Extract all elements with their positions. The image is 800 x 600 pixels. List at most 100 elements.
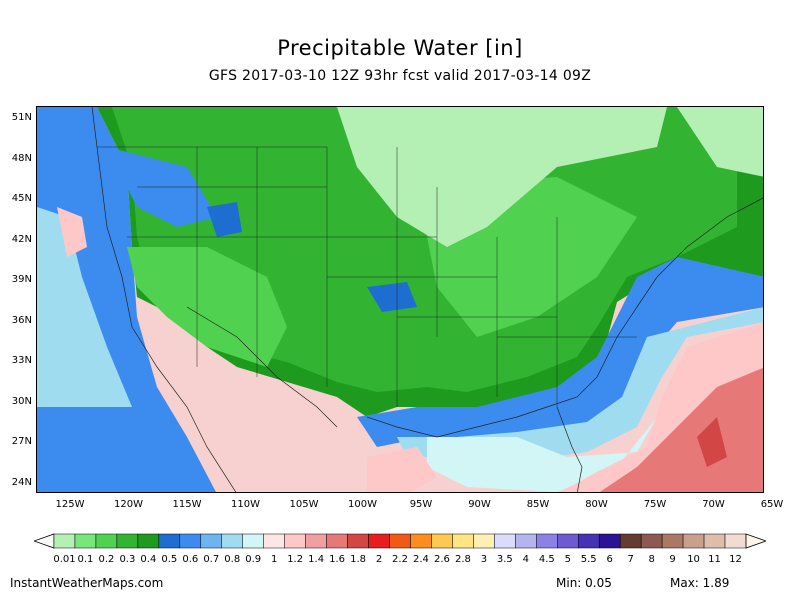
field-pacific-lightblue bbox=[37, 207, 132, 407]
lon-label: 100W bbox=[348, 499, 377, 510]
lon-label: 120W bbox=[114, 499, 143, 510]
colorbar-tick-label: 5.5 bbox=[580, 554, 597, 565]
colorbar-tick-label: 1.8 bbox=[350, 554, 366, 565]
lat-label: 39N bbox=[11, 274, 32, 285]
colorbar-tick-label: 2.8 bbox=[454, 554, 471, 565]
lon-label: 85W bbox=[526, 499, 550, 510]
max-value: Max: 1.89 bbox=[670, 576, 730, 590]
colorbar bbox=[34, 533, 766, 549]
colorbar-swatch bbox=[158, 533, 181, 549]
colorbar-tick-label: 10 bbox=[687, 554, 700, 565]
lon-label: 95W bbox=[409, 499, 433, 510]
colorbar-swatch bbox=[598, 533, 621, 549]
map-canvas bbox=[37, 107, 763, 492]
lat-label: 51N bbox=[11, 112, 32, 123]
field-plains-blue bbox=[367, 282, 417, 312]
colorbar-tick-label: 3.5 bbox=[496, 554, 513, 565]
colorbar-tick-label: 0.3 bbox=[119, 554, 136, 565]
colorbar-swatch bbox=[661, 533, 684, 549]
colorbar-tick-label: 2.2 bbox=[392, 554, 408, 565]
colorbar-tick-label: 4 bbox=[522, 554, 529, 565]
colorbar-swatch bbox=[410, 533, 432, 549]
colorbar-swatch bbox=[431, 533, 453, 549]
map-subtitle: GFS 2017-03-10 12Z 93hr fcst valid 2017-… bbox=[208, 68, 592, 84]
colorbar-tick-label: 0.9 bbox=[245, 554, 262, 565]
lon-label: 75W bbox=[643, 499, 667, 510]
colorbar-tick-label: 12 bbox=[729, 554, 742, 565]
site-credit: InstantWeatherMaps.com bbox=[10, 576, 164, 590]
colorbar-swatch bbox=[515, 533, 537, 549]
precipitable-water-map bbox=[36, 106, 764, 493]
colorbar-tick-label: 0.2 bbox=[98, 554, 115, 565]
lon-label: 105W bbox=[289, 499, 319, 510]
colorbar-tick-label: 2 bbox=[375, 554, 383, 565]
colorbar-swatch bbox=[242, 533, 264, 549]
colorbar-swatch bbox=[682, 533, 705, 549]
colorbar-tick-label: 0.5 bbox=[161, 554, 178, 565]
colorbar-swatch bbox=[53, 533, 76, 549]
colorbar-swatch bbox=[494, 533, 516, 549]
colorbar-tick-label: 6 bbox=[606, 554, 613, 565]
colorbar-left-end bbox=[34, 533, 55, 549]
colorbar-tick-label: 2.4 bbox=[413, 554, 429, 565]
colorbar-tick-label: 8 bbox=[648, 554, 655, 565]
colorbar-swatch bbox=[116, 533, 139, 549]
colorbar-tick-label: 7 bbox=[627, 554, 634, 565]
state-borders bbox=[97, 146, 637, 407]
colorbar-swatch bbox=[473, 533, 495, 549]
colorbar-swatch bbox=[200, 533, 223, 549]
lon-label: 70W bbox=[702, 499, 725, 510]
colorbar-swatch bbox=[137, 533, 160, 549]
colorbar-swatch bbox=[95, 533, 118, 549]
colorbar-swatch bbox=[347, 533, 369, 549]
field-northeast-lightgreen bbox=[677, 107, 763, 177]
colorbar-swatch bbox=[724, 533, 747, 549]
lat-label: 45N bbox=[11, 193, 32, 204]
coastlines bbox=[91, 107, 763, 492]
colorbar-swatch bbox=[305, 533, 327, 549]
colorbar-swatch bbox=[326, 533, 348, 549]
colorbar-tick-label: 3 bbox=[480, 554, 488, 565]
lon-label: 125W bbox=[55, 499, 85, 510]
colorbar-tick-label: 0.4 bbox=[140, 554, 157, 565]
colorbar-tick-label: 1.2 bbox=[287, 554, 304, 565]
colorbar-swatch bbox=[284, 533, 306, 549]
colorbar-tick-label: 2.6 bbox=[433, 554, 450, 565]
colorbar-swatch bbox=[640, 533, 663, 549]
colorbar-tick-label: 5 bbox=[564, 554, 571, 565]
colorbar-swatch bbox=[619, 533, 642, 549]
field-atlantic-darkred bbox=[697, 417, 727, 467]
lat-label: 36N bbox=[11, 314, 32, 326]
colorbar-tick-label: 11 bbox=[708, 554, 721, 565]
colorbar-swatch bbox=[179, 533, 202, 549]
lon-label: 115W bbox=[172, 499, 202, 510]
colorbar-swatch bbox=[577, 533, 600, 549]
field-west-midgreen bbox=[127, 247, 287, 367]
lat-label: 30N bbox=[11, 395, 32, 407]
colorbar-swatch bbox=[74, 533, 97, 549]
field-gulf-pink bbox=[367, 447, 437, 492]
min-value: Min: 0.05 bbox=[556, 576, 612, 590]
lat-label: 27N bbox=[11, 436, 32, 447]
lon-label: 90W bbox=[468, 499, 491, 510]
colorbar-tick-label: 4.5 bbox=[538, 554, 555, 565]
colorbar-swatch bbox=[452, 533, 474, 549]
colorbar-tick-label: 0.01 bbox=[53, 554, 76, 565]
colorbar-tick-label: 0.7 bbox=[203, 554, 220, 565]
colorbar-tick-label: 1 bbox=[270, 554, 278, 565]
colorbar-tick-label: 9 bbox=[669, 554, 676, 565]
lon-label: 65W bbox=[760, 499, 784, 510]
colorbar-tick-label: 0.8 bbox=[224, 554, 241, 565]
colorbar-tick-label: 0.6 bbox=[182, 554, 199, 565]
colorbar-swatch bbox=[389, 533, 411, 549]
lat-label: 48N bbox=[11, 152, 32, 164]
lon-label: 80W bbox=[585, 499, 608, 510]
field-rockies-blue2 bbox=[207, 202, 242, 237]
colorbar-swatch bbox=[263, 533, 285, 549]
colorbar-tick-label: 1.4 bbox=[308, 554, 325, 565]
colorbar-swatch bbox=[557, 533, 579, 549]
field-pacific-pink bbox=[57, 207, 87, 257]
colorbar-tick-label: 0.1 bbox=[77, 554, 94, 565]
lon-label: 110W bbox=[231, 499, 260, 510]
colorbar-swatch bbox=[368, 533, 390, 549]
